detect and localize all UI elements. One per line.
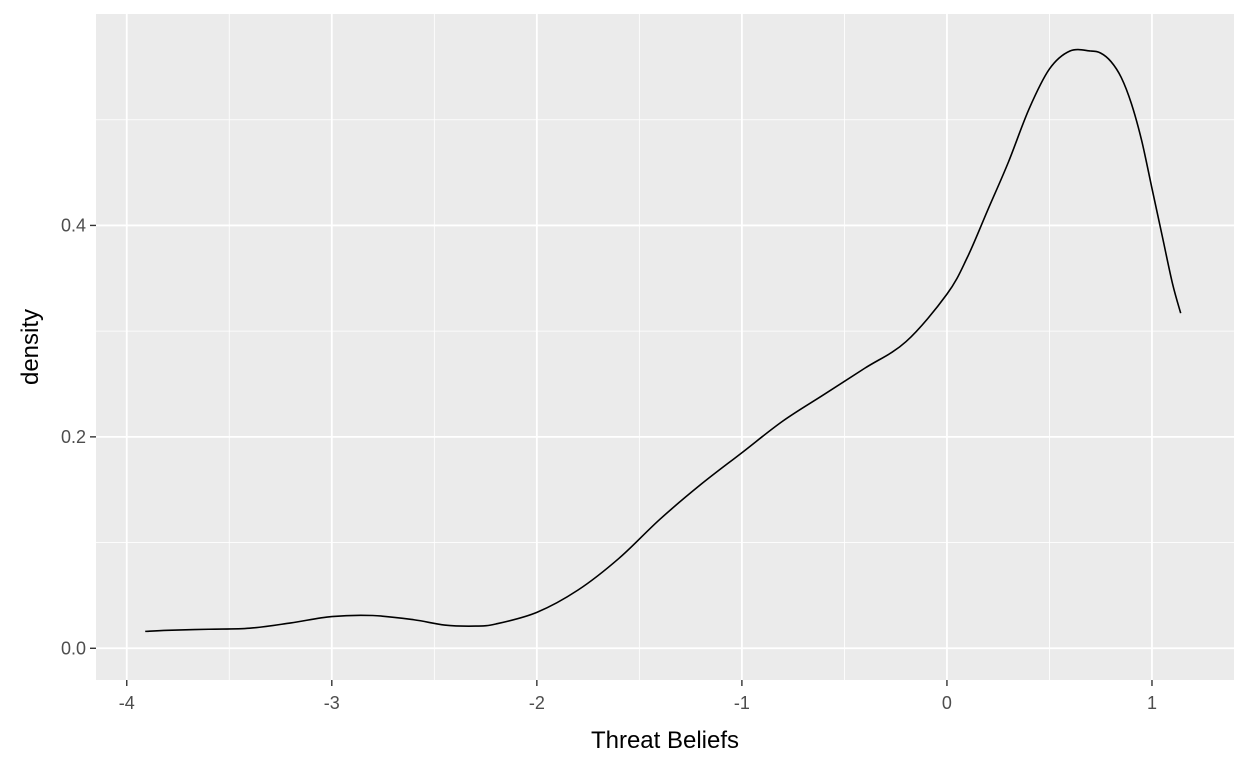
- y-tick-label: 0.0: [61, 638, 86, 658]
- x-tick-label: 1: [1147, 693, 1157, 713]
- minor-gridlines: [96, 14, 1234, 680]
- y-tick-label: 0.4: [61, 215, 86, 235]
- major-gridlines: [96, 14, 1234, 680]
- x-tick-label: -2: [529, 693, 545, 713]
- y-axis-title: density: [17, 309, 44, 385]
- x-tick-label: -1: [734, 693, 750, 713]
- x-tick-label: 0: [942, 693, 952, 713]
- y-tick-label: 0.2: [61, 427, 86, 447]
- y-axis: 0.0 0.2 0.4: [61, 215, 96, 658]
- x-axis: -4 -3 -2 -1 0 1: [119, 680, 1157, 713]
- x-tick-label: -4: [119, 693, 135, 713]
- x-axis-title: Threat Beliefs: [591, 727, 739, 754]
- density-line: [145, 48, 1182, 633]
- x-tick-label: -3: [324, 693, 340, 713]
- plot-panel: [96, 14, 1234, 680]
